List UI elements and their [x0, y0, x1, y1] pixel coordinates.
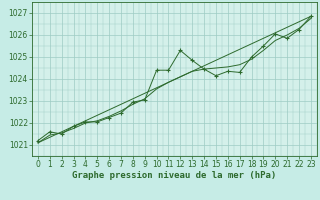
X-axis label: Graphe pression niveau de la mer (hPa): Graphe pression niveau de la mer (hPa) [72, 171, 276, 180]
